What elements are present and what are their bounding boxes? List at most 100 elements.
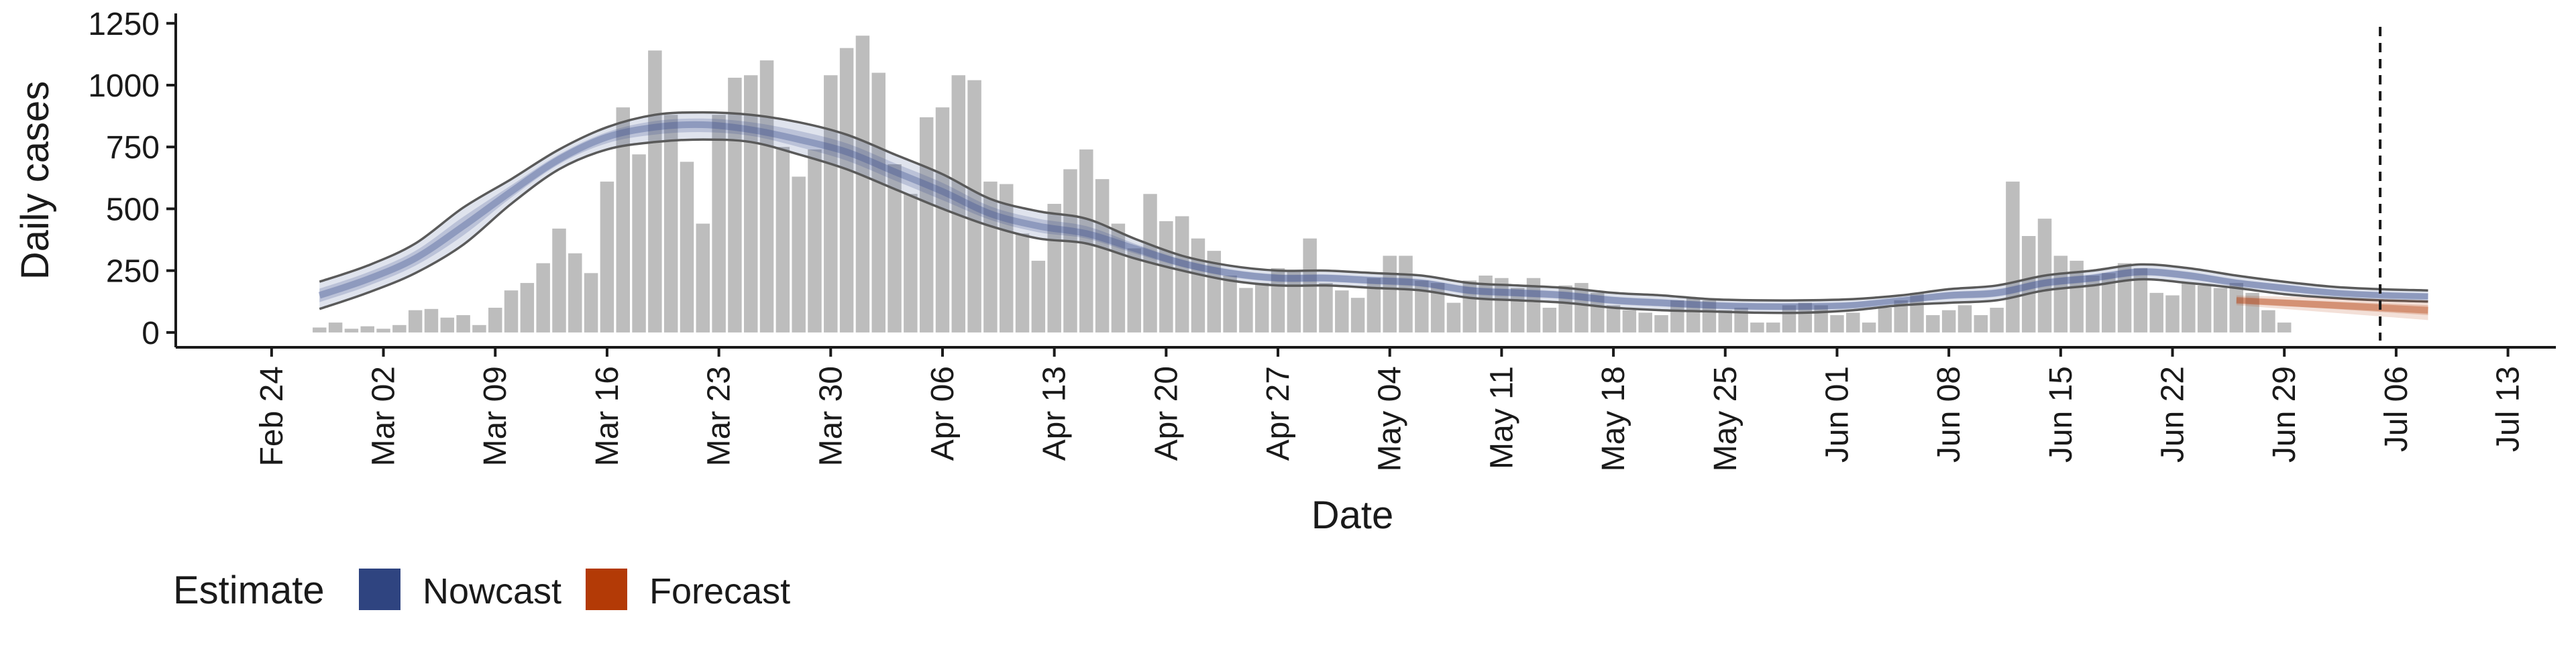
x-tick-label: Apr 13 xyxy=(1037,366,1073,461)
x-tick-label: Mar 30 xyxy=(813,366,849,466)
bar xyxy=(2149,292,2163,333)
forecast-median-line xyxy=(2236,296,2428,314)
bar xyxy=(1415,280,1429,333)
bar xyxy=(1319,283,1333,333)
bar xyxy=(648,50,662,333)
y-tick-label: 500 xyxy=(106,192,160,227)
bar xyxy=(2006,181,2020,333)
bar xyxy=(1223,276,1237,333)
bar xyxy=(871,72,885,333)
bar xyxy=(1830,315,1844,333)
bar xyxy=(424,308,439,333)
bar xyxy=(919,117,934,333)
bar xyxy=(1798,302,1813,333)
bar xyxy=(1383,255,1397,333)
bar xyxy=(392,325,407,333)
bar xyxy=(1095,179,1110,333)
x-tick-label: Mar 09 xyxy=(478,366,513,466)
bar xyxy=(584,273,598,333)
bar xyxy=(1846,312,1860,333)
bar xyxy=(616,107,630,333)
bar xyxy=(1957,305,1972,333)
bar xyxy=(1175,216,1189,333)
bar xyxy=(1207,251,1222,333)
bar xyxy=(904,194,918,333)
bar xyxy=(1159,221,1173,333)
bar xyxy=(1606,305,1621,333)
bar xyxy=(408,310,423,333)
bar xyxy=(1495,278,1509,333)
x-ticks: Feb 24 Mar 02 Mar 09 Mar 16 Mar 23 Mar 30 Apr … xyxy=(254,347,2526,471)
legend-label-forecast: Forecast xyxy=(649,571,790,611)
bar xyxy=(1766,322,1780,333)
bar xyxy=(2229,283,2243,333)
bar xyxy=(1926,315,1940,333)
bar xyxy=(2070,260,2084,333)
y-axis-title: Daily cases xyxy=(13,81,57,280)
x-tick-label: Jun 15 xyxy=(2043,366,2079,463)
y-ticks: 0 250 500 750 1000 1250 xyxy=(88,7,176,351)
bar xyxy=(1430,283,1445,333)
x-tick-label: Feb 24 xyxy=(254,366,290,466)
bar xyxy=(951,75,966,333)
bar xyxy=(1591,292,1605,333)
bar xyxy=(520,283,535,333)
bar xyxy=(1399,255,1413,333)
bar xyxy=(1446,302,1461,333)
bar xyxy=(1638,312,1652,333)
bands-layer xyxy=(318,27,2428,341)
bar xyxy=(1686,298,1701,333)
legend-swatch-nowcast xyxy=(359,569,400,610)
x-tick-label: May 25 xyxy=(1708,366,1743,471)
bar xyxy=(456,315,470,333)
bar xyxy=(472,325,486,333)
legend-title: Estimate xyxy=(173,569,325,612)
bar xyxy=(983,181,998,333)
bar xyxy=(536,263,550,333)
bar xyxy=(1974,315,1988,333)
bar xyxy=(568,253,582,333)
nowcast-lower-line xyxy=(319,138,2428,314)
legend-label-nowcast: Nowcast xyxy=(423,571,561,611)
y-tick-label: 1000 xyxy=(88,68,160,104)
bar xyxy=(999,184,1014,333)
bar xyxy=(1526,278,1541,333)
x-tick-label: Mar 23 xyxy=(702,366,737,466)
bar xyxy=(1127,248,1141,333)
x-tick-label: Mar 02 xyxy=(366,366,402,466)
bar xyxy=(1990,307,2004,333)
bar xyxy=(935,107,950,333)
bar xyxy=(839,48,854,333)
x-tick-label: Jul 06 xyxy=(2379,366,2414,452)
bar xyxy=(1366,278,1381,333)
bar xyxy=(552,228,566,333)
legend-swatch-forecast xyxy=(586,569,627,610)
bar xyxy=(808,149,822,333)
x-tick-label: May 04 xyxy=(1373,366,1408,471)
bar xyxy=(2053,255,2068,333)
bar xyxy=(1462,280,1477,333)
bar xyxy=(775,147,790,333)
bar xyxy=(1542,307,1557,333)
bar xyxy=(1654,315,1668,333)
legend: Estimate Nowcast Forecast xyxy=(173,569,790,612)
bar xyxy=(2182,283,2196,333)
x-tick-label: Apr 27 xyxy=(1260,366,1296,461)
bar xyxy=(344,329,359,333)
bar xyxy=(712,115,726,333)
nowcast-median-line xyxy=(318,121,2428,310)
bar xyxy=(663,115,678,333)
bar xyxy=(1350,298,1365,333)
bar xyxy=(1479,276,1493,333)
bar xyxy=(1702,300,1717,333)
bar xyxy=(1941,310,1956,333)
bar xyxy=(1878,307,1892,333)
x-tick-label: May 18 xyxy=(1596,366,1631,471)
bar xyxy=(696,223,710,333)
bars-layer xyxy=(313,36,2292,333)
bar xyxy=(967,80,981,333)
bar xyxy=(376,329,390,333)
bar xyxy=(2261,310,2275,333)
nowcast-upper-line xyxy=(319,111,2428,302)
bar xyxy=(855,36,870,333)
